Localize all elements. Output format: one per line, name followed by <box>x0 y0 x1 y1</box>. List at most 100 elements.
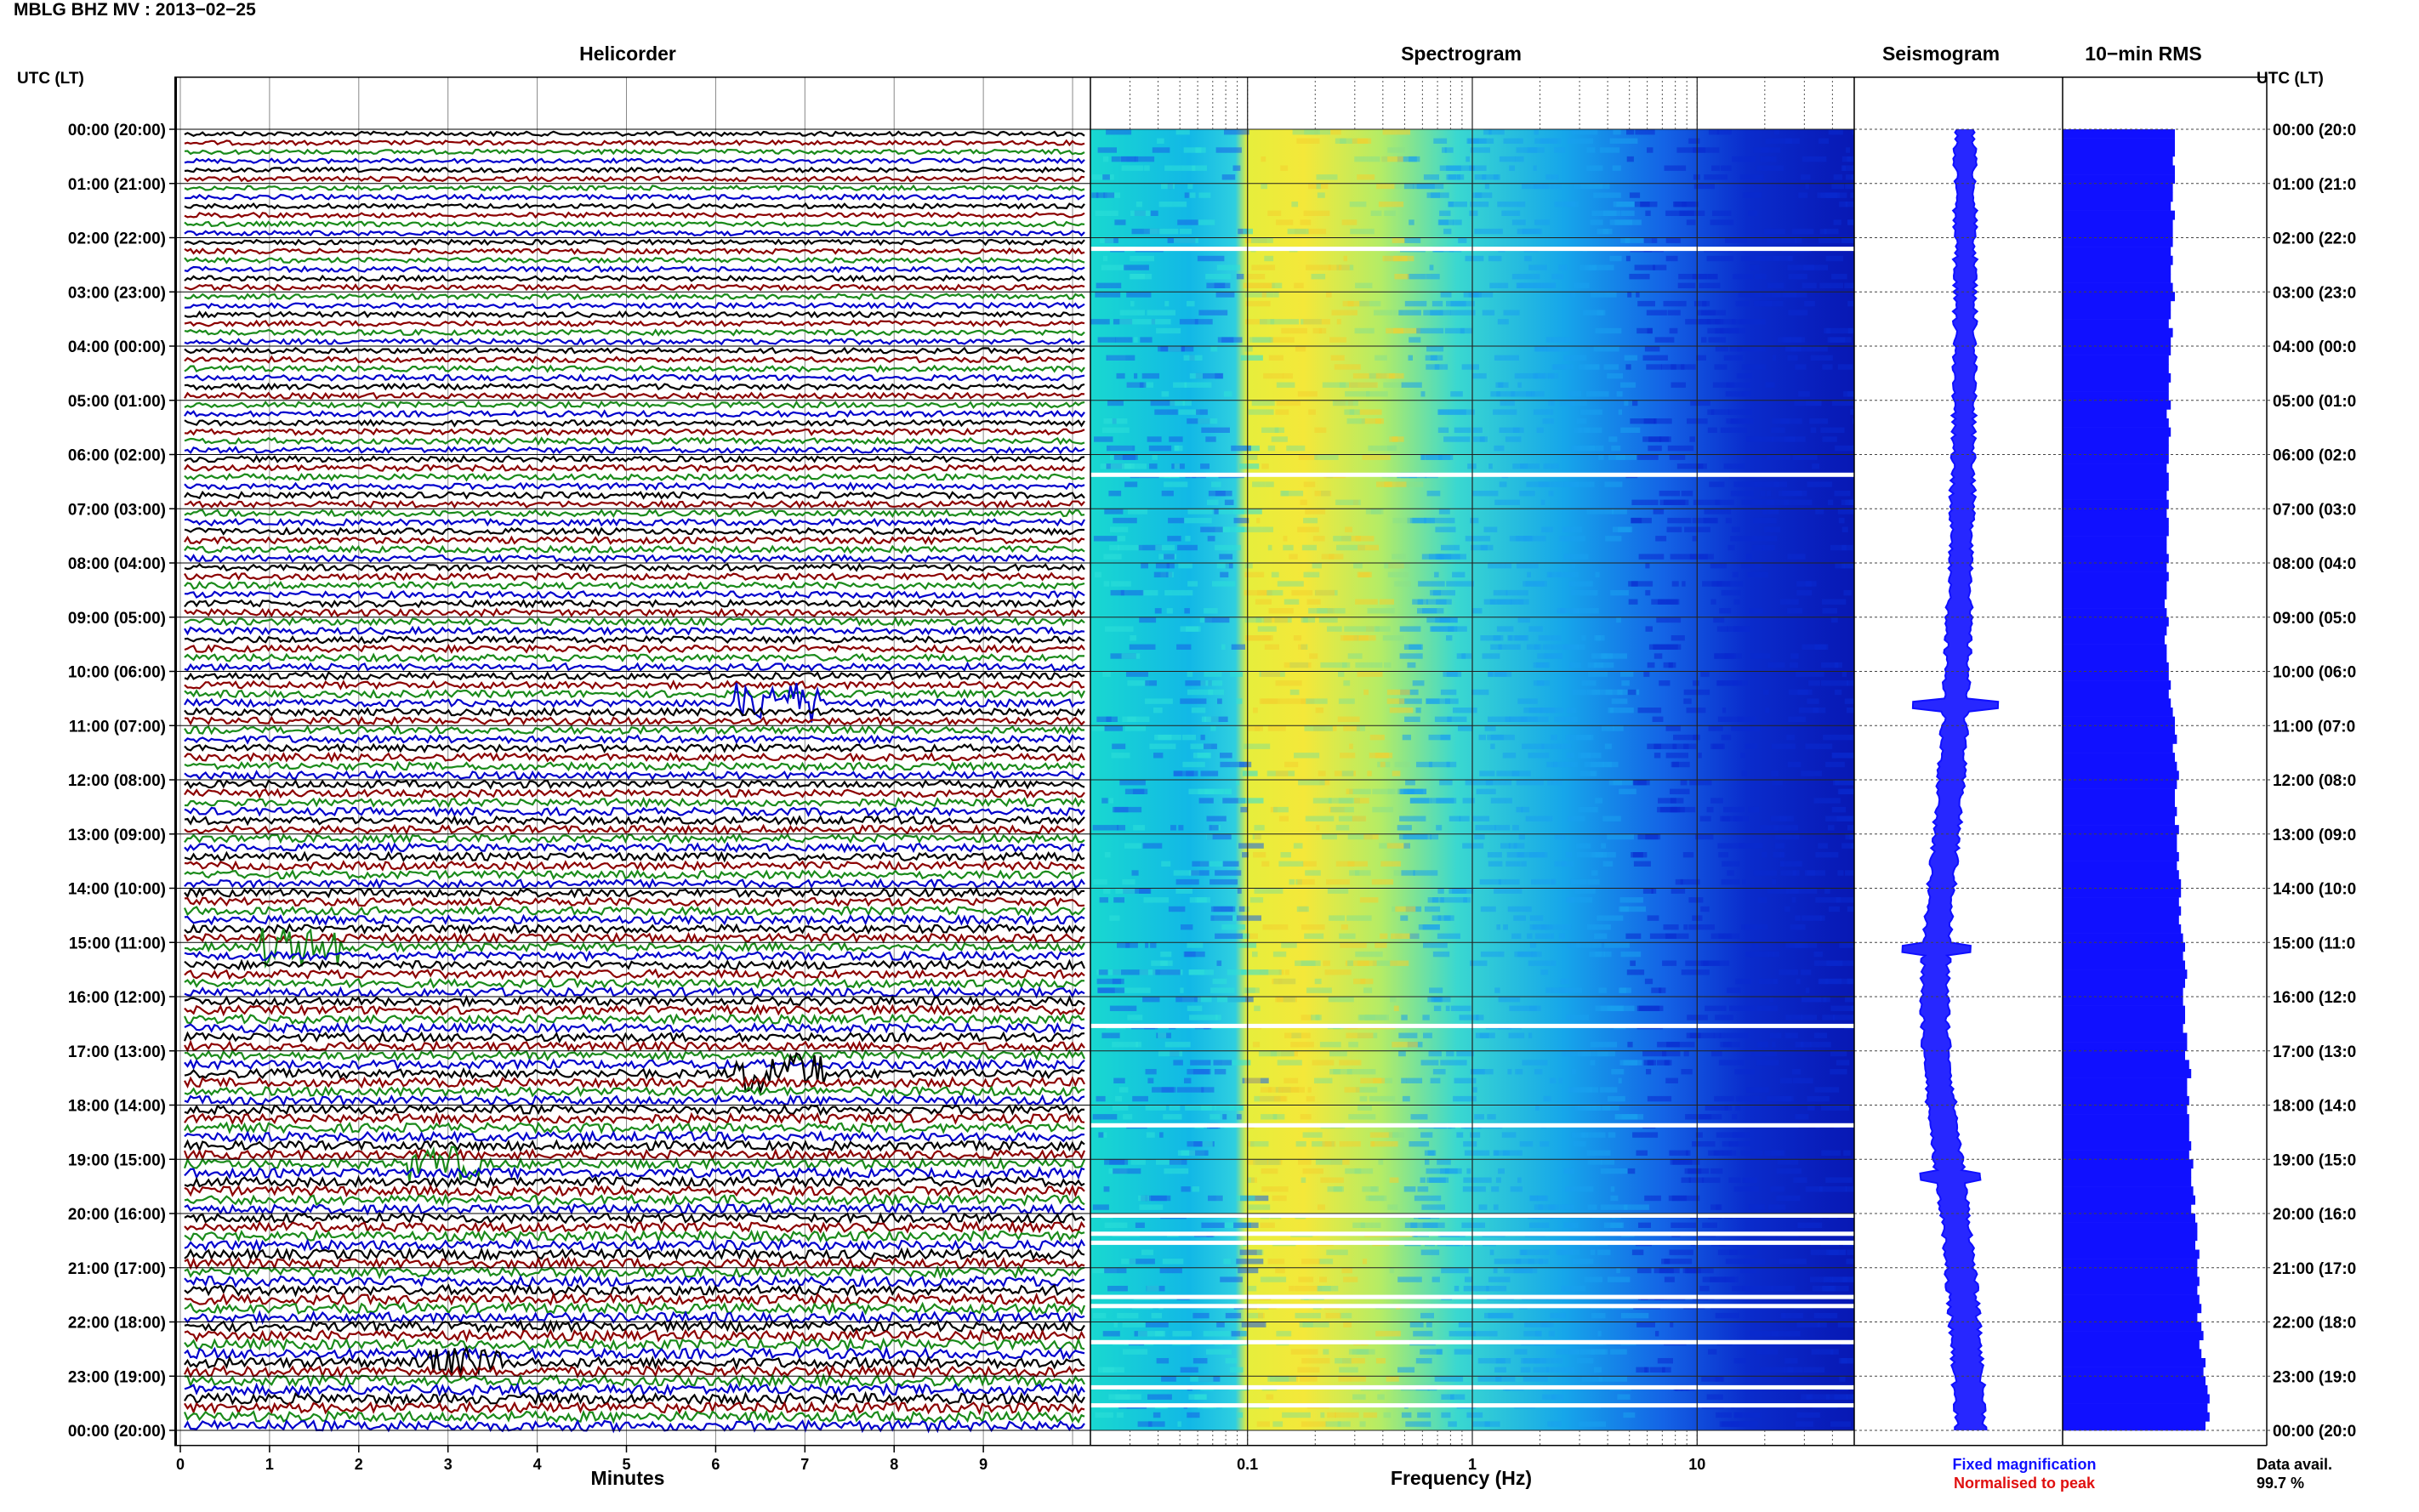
spectrogram-cell <box>1665 933 1689 939</box>
spectrogram-cell <box>1244 292 1274 298</box>
rms-bar <box>2063 1394 2210 1404</box>
spectrogram-cell <box>1102 1132 1107 1138</box>
spectrogram-cell <box>1607 833 1634 840</box>
spectrogram-cell <box>1099 897 1108 903</box>
spectrogram-cell <box>1767 282 1784 288</box>
spectrogram-cell <box>1267 1159 1283 1165</box>
spectrogram-cell <box>1210 878 1238 885</box>
spectrogram-cell <box>1488 463 1493 469</box>
spectrogram-cell <box>1275 680 1302 686</box>
spectrogram-cell <box>1588 264 1614 270</box>
spectrogram-cell <box>1571 1069 1576 1075</box>
spectrogram-cell <box>1762 852 1767 858</box>
spectrogram-cell <box>1390 997 1397 1003</box>
spectrogram-cell <box>1417 1412 1431 1418</box>
spectrogram-cell <box>1512 427 1520 433</box>
spectrogram-cell <box>1747 725 1761 731</box>
spectrogram-cell <box>1133 337 1138 343</box>
spectrogram-cell <box>1796 1421 1813 1427</box>
spectrogram-cell <box>1219 554 1233 560</box>
spectrogram-cell <box>1096 969 1121 975</box>
spectrogram-cell <box>1126 671 1148 677</box>
rms-bar <box>2063 1141 2192 1151</box>
spectrogram-cell <box>1644 346 1660 352</box>
spectrogram-cell <box>1655 536 1667 542</box>
spectrogram-cell <box>1202 1141 1213 1147</box>
spectrogram-cell <box>1750 1331 1779 1337</box>
spectrogram-cell <box>1494 825 1511 831</box>
spectrogram-cell <box>1386 843 1409 849</box>
helicorder-trace-row <box>184 928 1085 969</box>
spectrogram-cell <box>1131 228 1160 235</box>
rms-bar <box>2063 671 2169 681</box>
spectrogram-cell <box>1104 1222 1128 1228</box>
spectrogram-cell <box>1440 689 1457 696</box>
spectrogram-cell <box>1393 327 1421 334</box>
spectrogram-x-tick-label: 10 <box>1688 1456 1705 1473</box>
rms-bar <box>2063 997 2183 1006</box>
spectrogram-cell <box>1493 409 1517 415</box>
spectrogram-cell <box>1139 617 1157 623</box>
spectrogram-cell <box>1595 798 1602 804</box>
helicorder-trace-row <box>184 589 1085 600</box>
spectrogram-cell <box>1482 174 1500 180</box>
spectrogram-cell <box>1474 228 1503 235</box>
spectrogram-cell <box>1139 969 1156 975</box>
spectrogram-cell <box>1685 1150 1691 1156</box>
rms-bar <box>2063 391 2169 401</box>
spectrogram-cell <box>1669 327 1678 334</box>
spectrogram-cell <box>1730 491 1754 497</box>
spectrogram-cell <box>1472 816 1490 821</box>
spectrogram-cell <box>1706 806 1714 813</box>
spectrogram-cell <box>1179 228 1192 235</box>
spectrogram-cell <box>1653 418 1672 424</box>
spectrogram-cell <box>1301 1421 1327 1427</box>
spectrogram-cell <box>1371 1141 1398 1147</box>
spectrogram-cell <box>1484 1421 1500 1427</box>
spectrogram-cell <box>1790 662 1798 668</box>
spectrogram-cell <box>1591 689 1613 696</box>
spectrogram-cell <box>1389 436 1398 442</box>
spectrogram-cell <box>1410 788 1426 794</box>
rms-bar <box>2063 960 2185 970</box>
spectrogram-cell <box>1473 292 1494 298</box>
spectrogram-cell <box>1117 825 1125 831</box>
spectrogram-cell <box>1837 364 1853 370</box>
spectrogram-cell <box>1553 761 1578 768</box>
helicorder-trace-row <box>184 815 1085 827</box>
spectrogram-cell <box>1493 1267 1498 1274</box>
rms-bars <box>2063 129 2210 1431</box>
spectrogram-cell <box>1254 833 1261 840</box>
rms-bar <box>2063 454 2169 464</box>
spectrogram-cell <box>1273 1095 1288 1102</box>
spectrogram-cell <box>1301 960 1321 966</box>
spectrogram-cell <box>1117 1312 1139 1319</box>
spectrogram-cell <box>1805 183 1809 190</box>
spectrogram-cell <box>1735 978 1751 985</box>
spectrogram-cell <box>1272 1114 1285 1120</box>
spectrogram-cell <box>1239 463 1260 469</box>
spectrogram-cell <box>1542 644 1568 650</box>
spectrogram-cell <box>1656 617 1682 623</box>
spectrogram-cell <box>1465 255 1484 262</box>
helicorder-trace-row <box>184 247 1085 255</box>
spectrogram-cell <box>1616 202 1635 207</box>
helicorder-x-tick-label: 1 <box>265 1456 274 1473</box>
spectrogram-cell <box>1682 852 1694 858</box>
spectrogram-cell <box>1116 372 1125 379</box>
spectrogram-cell <box>1801 997 1827 1003</box>
spectrogram-cell <box>1846 147 1850 153</box>
spectrogram-cell <box>1772 237 1797 243</box>
spectrogram-cell <box>1824 228 1839 235</box>
spectrogram-cell <box>1644 1195 1661 1202</box>
rms-bar <box>2063 1304 2202 1314</box>
rms-bar <box>2063 554 2169 564</box>
spectrogram-cell <box>1535 1331 1542 1337</box>
spectrogram-cell <box>1246 1312 1263 1319</box>
spectrogram-cell <box>1133 825 1145 831</box>
spectrogram-cell <box>1204 743 1217 749</box>
spectrogram-cell <box>1647 743 1661 749</box>
spectrogram-cell <box>1698 753 1702 759</box>
top-axis <box>174 77 2267 78</box>
spectrogram-cell <box>1224 391 1232 397</box>
